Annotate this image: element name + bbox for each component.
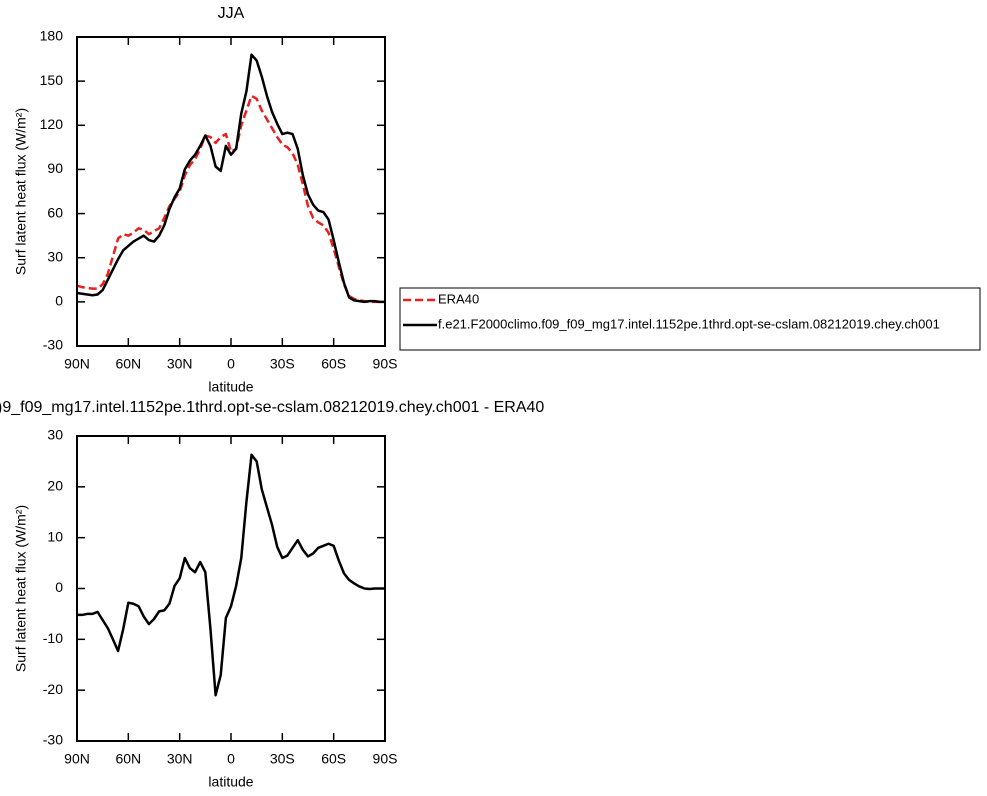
- y-axis-label: Surf latent heat flux (W/m²): [13, 108, 29, 275]
- x-tick-label: 30S: [270, 356, 295, 372]
- x-tick-label: 90S: [373, 751, 398, 767]
- data-line: [77, 453, 385, 697]
- y-tick-label: -10: [43, 630, 63, 646]
- x-axis-label: latitude: [208, 774, 253, 790]
- x-tick-label: 30N: [167, 751, 193, 767]
- y-tick-label: 60: [47, 204, 63, 220]
- x-tick-label: 60N: [115, 356, 141, 372]
- x-tick-label: 60S: [321, 356, 346, 372]
- x-tick-label: 60N: [115, 751, 141, 767]
- y-tick-label: 0: [55, 293, 63, 309]
- y-tick-label: 150: [40, 72, 64, 88]
- plot-frame: [76, 36, 386, 347]
- legend-label: f.e21.F2000climo.f09_f09_mg17.intel.1152…: [438, 316, 940, 331]
- x-tick-label: 90N: [64, 356, 90, 372]
- x-tick-label: 30N: [167, 356, 193, 372]
- data-line: [76, 53, 385, 304]
- y-tick-label: 30: [47, 427, 63, 443]
- legend-box: [399, 287, 981, 351]
- x-tick-label: 60S: [321, 751, 346, 767]
- y-tick-label: -30: [43, 337, 63, 353]
- y-tick-label: -20: [43, 681, 63, 697]
- y-tick-label: 0: [55, 579, 63, 595]
- plot-frame: [76, 435, 386, 742]
- y-tick-label: 120: [40, 116, 64, 132]
- x-tick-label: 90S: [373, 356, 398, 372]
- y-axis-label: Surf latent heat flux (W/m²): [13, 505, 29, 672]
- y-tick-label: 90: [47, 160, 63, 176]
- legend-label: ERA40: [438, 291, 479, 306]
- y-tick-label: 180: [40, 28, 64, 44]
- y-tick-label: -30: [43, 732, 63, 748]
- chart-title: )9_f09_mg17.intel.1152pe.1thrd.opt-se-cs…: [0, 399, 544, 416]
- x-tick-label: 90N: [64, 751, 90, 767]
- x-tick-label: 30S: [270, 751, 295, 767]
- data-line: [76, 94, 385, 304]
- y-tick-label: 30: [47, 248, 63, 264]
- y-tick-label: 10: [47, 528, 63, 544]
- x-tick-label: 0: [227, 356, 235, 372]
- y-tick-label: 20: [47, 478, 63, 494]
- x-axis-label: latitude: [208, 379, 253, 395]
- x-tick-label: 0: [227, 751, 235, 767]
- chart-title: JJA: [218, 5, 245, 22]
